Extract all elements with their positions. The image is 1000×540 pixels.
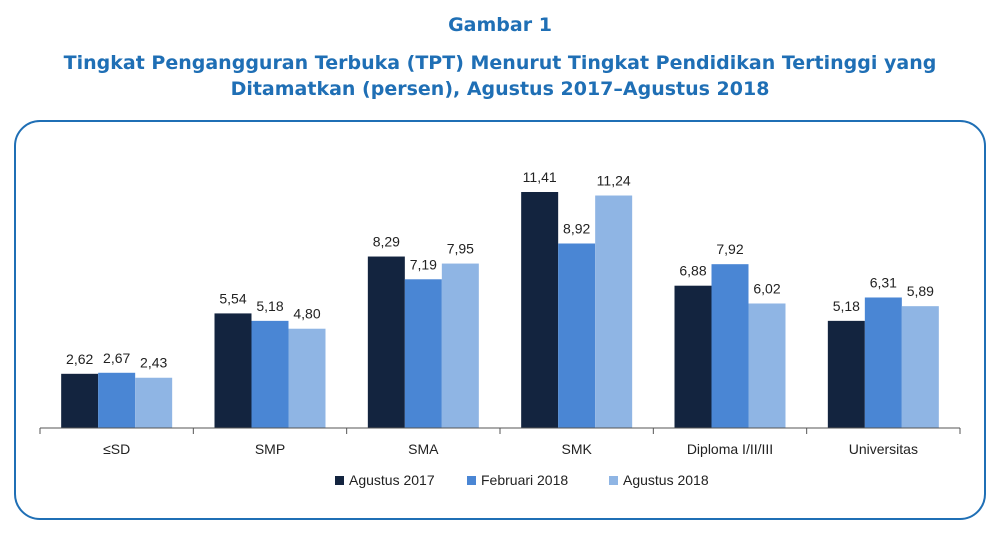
bar xyxy=(901,306,939,428)
bar xyxy=(864,297,902,428)
category-labels: ≤SD SMP SMA SMK Diploma I/II/III Universitas xyxy=(103,441,918,457)
bar xyxy=(595,195,633,428)
category-label: SMP xyxy=(255,441,285,457)
bar xyxy=(827,320,865,428)
bar xyxy=(441,263,479,428)
data-label: 5,54 xyxy=(219,290,246,306)
legend-swatch xyxy=(335,476,344,485)
data-label: 2,43 xyxy=(140,355,167,371)
bar xyxy=(61,373,99,428)
data-label: 5,18 xyxy=(256,298,283,314)
figure-heading: Gambar 1 xyxy=(448,14,552,36)
data-label: 8,92 xyxy=(563,221,590,237)
legend: Agustus 2017 Februari 2018 Agustus 2018 xyxy=(335,472,709,488)
data-labels: 2,62 2,67 2,43 5,54 5,18 4,80 8,29 7,19 7,95 11,4… xyxy=(66,169,934,371)
bar xyxy=(214,313,252,428)
data-label: 11,24 xyxy=(597,173,631,189)
category-label: SMA xyxy=(408,441,439,457)
bar xyxy=(98,372,136,428)
bar xyxy=(367,256,405,428)
bar xyxy=(404,279,442,428)
bar xyxy=(135,377,173,428)
bar xyxy=(251,320,289,428)
data-label: 7,19 xyxy=(410,256,437,272)
legend-label: Februari 2018 xyxy=(481,472,568,488)
data-label: 6,88 xyxy=(679,263,706,279)
bars-group xyxy=(61,192,939,428)
data-label: 11,41 xyxy=(523,169,557,185)
bar xyxy=(748,303,786,428)
bar xyxy=(674,285,712,428)
bar xyxy=(558,243,596,428)
legend-swatch xyxy=(467,476,476,485)
data-label: 8,29 xyxy=(373,234,400,250)
data-label: 5,89 xyxy=(907,283,934,299)
category-label: SMK xyxy=(561,441,592,457)
bar xyxy=(288,328,326,428)
data-label: 5,18 xyxy=(833,298,860,314)
legend-swatch xyxy=(609,476,618,485)
chart-title-line-1: Tingkat Pengangguran Terbuka (TPT) Menur… xyxy=(63,52,937,74)
data-label: 7,92 xyxy=(716,241,743,257)
chart-title: Tingkat Pengangguran Terbuka (TPT) Menur… xyxy=(0,50,1000,102)
category-label: Universitas xyxy=(849,441,918,457)
category-label: ≤SD xyxy=(103,441,130,457)
category-label: Diploma I/II/III xyxy=(687,441,773,457)
chart-title-line-2: Ditamatkan (persen), Agustus 2017–Agustu… xyxy=(230,78,770,100)
legend-label: Agustus 2018 xyxy=(623,472,709,488)
data-label: 2,67 xyxy=(103,350,130,366)
legend-label: Agustus 2017 xyxy=(349,472,435,488)
bar xyxy=(521,192,559,428)
data-label: 6,02 xyxy=(753,280,780,296)
data-label: 7,95 xyxy=(447,241,474,257)
bar xyxy=(711,264,749,428)
chart-frame xyxy=(14,120,986,520)
data-label: 2,62 xyxy=(66,351,93,367)
data-label: 6,31 xyxy=(870,274,897,290)
data-label: 4,80 xyxy=(293,306,320,322)
x-axis-ticks xyxy=(39,428,961,434)
